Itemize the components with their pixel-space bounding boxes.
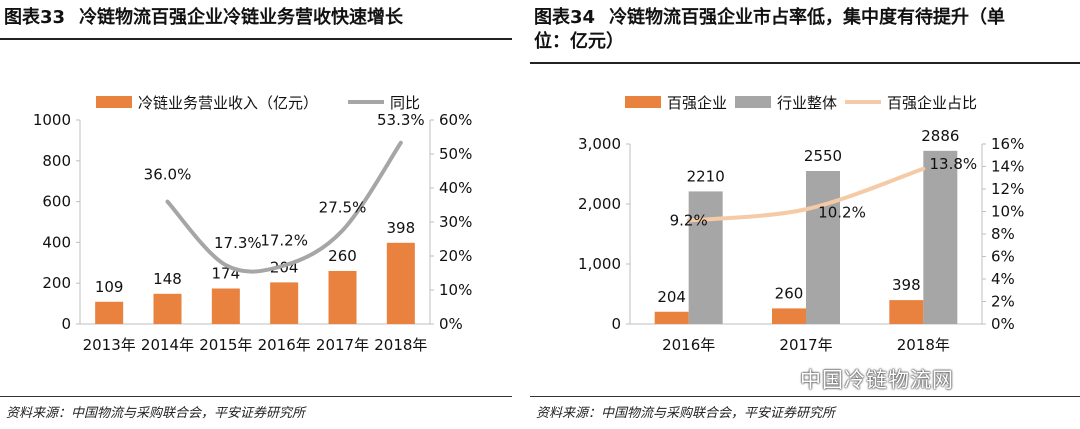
y-tick-label: 800 [42, 152, 71, 170]
bar [153, 293, 182, 324]
x-tick-label: 2017年 [316, 336, 369, 354]
bar [654, 311, 689, 324]
legend-label: 行业整体 [777, 94, 837, 112]
y2-tick-label: 8% [991, 225, 1015, 243]
y2-tick-label: 16% [991, 135, 1024, 153]
line-data-label: 10.2% [818, 203, 866, 221]
chart-left: 0 200 400 600 800 1000 0% 10% 20% 30% 40% 50% 60% 201… [33, 94, 473, 354]
y2-tick-label: 60% [439, 111, 472, 129]
y-tick-label: 3,000 [578, 135, 621, 153]
legend-swatch [96, 96, 132, 108]
bar-data-label: 2550 [804, 147, 842, 165]
y2-tick-label: 0% [991, 315, 1015, 333]
line-data-label: 17.3% [214, 234, 262, 252]
bar-data-label: 260 [328, 247, 357, 265]
line-data-label: 13.8% [930, 155, 978, 173]
title-line-2-right: 位：亿元） [534, 31, 624, 52]
bar-data-label: 148 [153, 270, 182, 288]
bar-data-label: 204 [657, 288, 686, 306]
y2-tick-label: 14% [991, 158, 1024, 176]
y-tick-label: 2,000 [578, 195, 621, 213]
bar-data-label: 2886 [921, 127, 959, 145]
x-tick-label: 2018年 [374, 336, 427, 354]
x-tick-label: 2018年 [897, 336, 950, 354]
bar [328, 270, 357, 324]
bar [95, 301, 124, 324]
bar [889, 300, 924, 324]
chart-title-right: 图表34 冷链物流百强企业市占率低，集中度有待提升（单 位：亿元） [534, 6, 1005, 54]
y2-tick-label: 2% [991, 293, 1015, 311]
chart-panel-right: 图表34 冷链物流百强企业市占率低，集中度有待提升（单 位：亿元） 0 1,000 2… [530, 0, 1080, 429]
y2-tick-label: 10% [439, 281, 472, 299]
y2-tick-label: 50% [439, 145, 472, 163]
y2-tick-label: 4% [991, 270, 1015, 288]
x-tick-label: 2013年 [83, 336, 136, 354]
line-series [686, 166, 926, 223]
line-data-label: 9.2% [670, 212, 708, 230]
y-tick-label: 200 [42, 274, 71, 292]
figure-label-right: 图表34 [534, 7, 596, 28]
bar [688, 191, 723, 324]
line-data-label: 36.0% [144, 166, 192, 184]
bar-data-label: 260 [775, 284, 804, 302]
source-rule-right [530, 396, 1080, 397]
source-rule-left [0, 396, 512, 397]
y-tick-label: 400 [42, 233, 71, 251]
x-tick-label: 2015年 [199, 336, 252, 354]
bar [270, 282, 299, 324]
legend-swatch [735, 96, 771, 108]
bar-data-label: 398 [387, 219, 416, 237]
title-rule-right [530, 62, 1080, 64]
x-tick-label: 2017年 [779, 336, 832, 354]
x-tick-label: 2014年 [141, 336, 194, 354]
legend-swatch [625, 96, 661, 108]
y2-tick-label: 0% [439, 315, 463, 333]
x-tick-label: 2016年 [258, 336, 311, 354]
legend-label: 同比 [390, 94, 420, 112]
line-data-label: 17.2% [260, 232, 308, 250]
bar [923, 150, 958, 324]
y2-tick-label: 30% [439, 213, 472, 231]
chart-right: 0 1,000 2,000 3,000 0% 2% 4% 6% 8% 10% 12% 14% 16% 20… [578, 94, 1024, 354]
bar [772, 308, 806, 324]
y-tick-label: 0 [611, 315, 621, 333]
legend-label: 百强企业占比 [887, 94, 977, 112]
line-data-label: 27.5% [319, 199, 367, 217]
y-tick-label: 0 [61, 315, 71, 333]
line-data-label: 53.3% [377, 111, 425, 129]
bar [806, 171, 840, 324]
title-rule-left [0, 38, 512, 40]
y-tick-label: 1000 [33, 111, 71, 129]
legend-label: 冷链业务营业收入（亿元） [138, 94, 318, 112]
bar [211, 288, 240, 324]
line-series [165, 140, 403, 274]
y2-tick-label: 12% [991, 180, 1024, 198]
y2-tick-label: 6% [991, 248, 1015, 266]
legend-label: 百强企业 [667, 94, 727, 112]
y2-tick-label: 20% [439, 247, 472, 265]
bar-data-label: 2210 [687, 167, 725, 185]
title-text-left: 冷链物流百强企业冷链业务营收快速增长 [79, 7, 404, 28]
source-left: 资料来源：中国物流与采购联合会，平安证券研究所 [6, 406, 306, 421]
watermark: 中国冷链物流网 [800, 368, 954, 392]
y2-tick-label: 40% [439, 179, 472, 197]
chart-title-left: 图表33 冷链物流百强企业冷链业务营收快速增长 [4, 6, 403, 30]
bar-data-label: 109 [95, 278, 124, 296]
title-line-1-right: 冷链物流百强企业市占率低，集中度有待提升（单 [609, 7, 1006, 28]
figure-label-left: 图表33 [4, 7, 66, 28]
source-right: 资料来源：中国物流与采购联合会，平安证券研究所 [536, 406, 836, 421]
chart-panel-left: 图表33 冷链物流百强企业冷链业务营收快速增长 0 200 400 600 800 1000… [0, 0, 512, 429]
bar-data-label: 398 [892, 276, 921, 294]
y-tick-label: 1,000 [578, 255, 621, 273]
x-tick-label: 2016年 [662, 336, 715, 354]
y2-tick-label: 10% [991, 203, 1024, 221]
y-tick-label: 600 [42, 193, 71, 211]
bar [386, 242, 415, 324]
